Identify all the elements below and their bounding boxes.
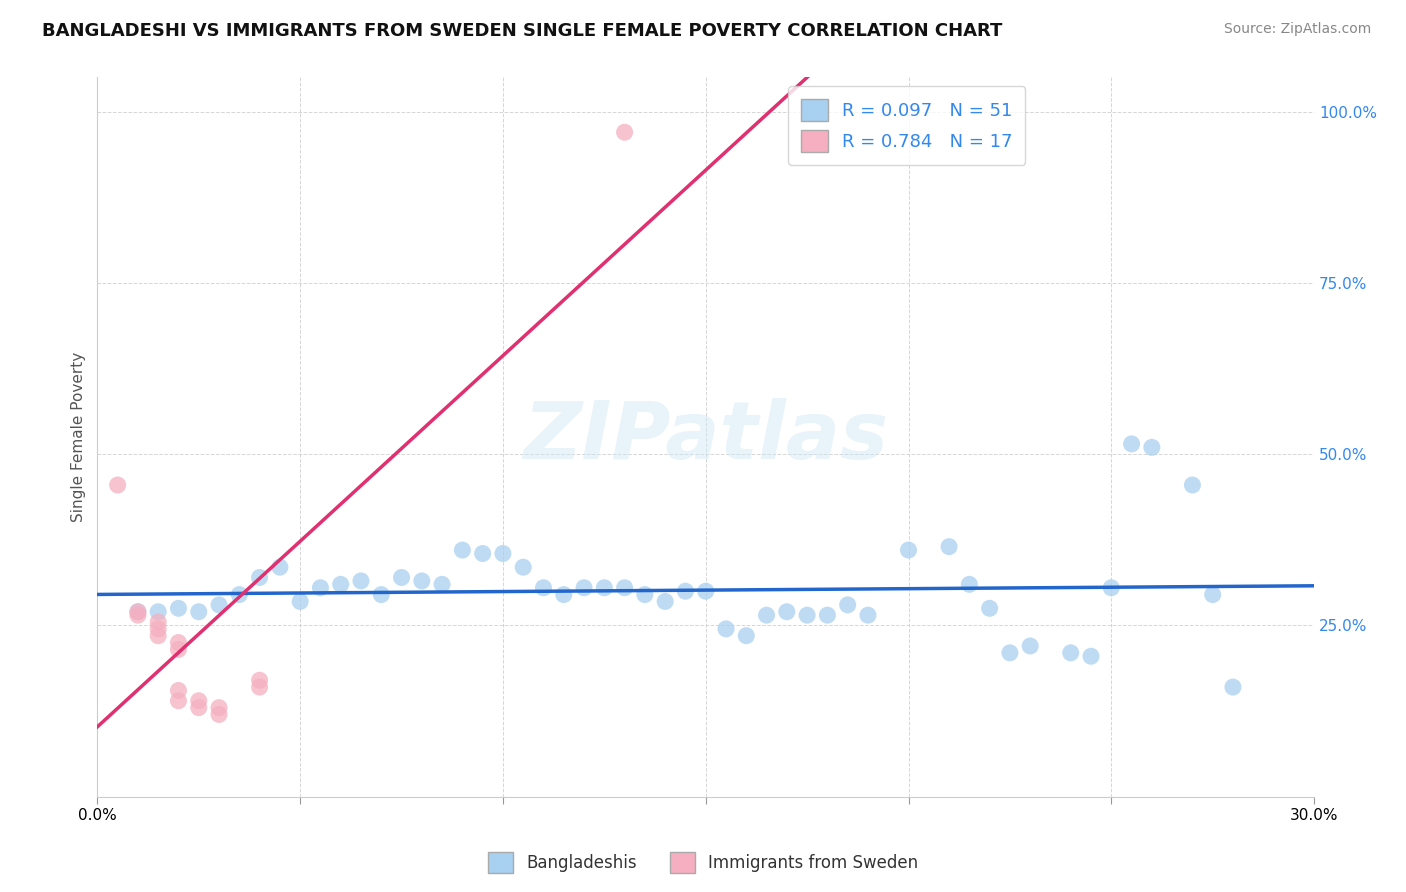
Point (269, 560, 291, 574)
Point (228, 588, 250, 602)
Point (856, 608, 879, 623)
Point (187, 694, 209, 708)
Point (533, 581, 555, 595)
Legend: Bangladeshis, Immigrants from Sweden: Bangladeshis, Immigrants from Sweden (481, 846, 925, 880)
Point (350, 574, 373, 588)
Point (451, 543, 474, 558)
Point (411, 574, 433, 588)
Point (148, 629, 170, 643)
Point (796, 608, 818, 623)
Point (1060, 646, 1083, 660)
Point (208, 707, 231, 722)
Point (127, 605, 149, 619)
Point (1019, 639, 1042, 653)
Text: ZIPatlas: ZIPatlas (523, 398, 889, 476)
Point (1202, 588, 1225, 602)
Point (167, 642, 190, 657)
Point (148, 605, 170, 619)
Point (167, 683, 190, 698)
Point (249, 570, 271, 584)
Point (391, 570, 413, 584)
Point (148, 615, 170, 629)
Point (675, 584, 697, 599)
Point (370, 588, 392, 602)
Point (979, 601, 1001, 615)
Point (998, 646, 1021, 660)
Point (329, 577, 352, 591)
Point (815, 608, 838, 623)
Point (471, 547, 494, 561)
Point (309, 581, 332, 595)
Point (776, 605, 799, 619)
Point (654, 594, 676, 608)
Point (167, 694, 190, 708)
Point (107, 478, 129, 492)
Point (492, 547, 515, 561)
Point (613, 125, 636, 139)
Point (572, 581, 595, 595)
Point (187, 700, 209, 714)
Point (512, 560, 534, 574)
Point (938, 540, 960, 554)
Point (167, 601, 190, 615)
Point (553, 588, 575, 602)
Point (613, 581, 636, 595)
Point (208, 700, 231, 714)
Point (897, 543, 920, 558)
Point (1222, 680, 1244, 694)
Point (288, 594, 311, 608)
Point (1099, 581, 1122, 595)
Point (1080, 649, 1102, 664)
Point (127, 608, 149, 623)
Text: Source: ZipAtlas.com: Source: ZipAtlas.com (1223, 22, 1371, 37)
Point (127, 605, 149, 619)
Point (735, 629, 758, 643)
Point (714, 622, 737, 636)
Point (187, 605, 209, 619)
Point (634, 588, 657, 602)
Point (249, 673, 271, 688)
Point (1121, 437, 1143, 451)
Point (1181, 478, 1204, 492)
Point (430, 577, 453, 591)
Point (167, 635, 190, 649)
Point (249, 680, 271, 694)
Point (593, 581, 616, 595)
Point (148, 622, 170, 636)
Point (208, 598, 231, 612)
Point (1140, 440, 1163, 454)
Point (755, 608, 778, 623)
Y-axis label: Single Female Poverty: Single Female Poverty (72, 352, 86, 522)
Point (957, 577, 980, 591)
Legend: R = 0.097   N = 51, R = 0.784   N = 17: R = 0.097 N = 51, R = 0.784 N = 17 (787, 87, 1025, 165)
Text: BANGLADESHI VS IMMIGRANTS FROM SWEDEN SINGLE FEMALE POVERTY CORRELATION CHART: BANGLADESHI VS IMMIGRANTS FROM SWEDEN SI… (42, 22, 1002, 40)
Point (695, 584, 717, 599)
Point (837, 598, 859, 612)
